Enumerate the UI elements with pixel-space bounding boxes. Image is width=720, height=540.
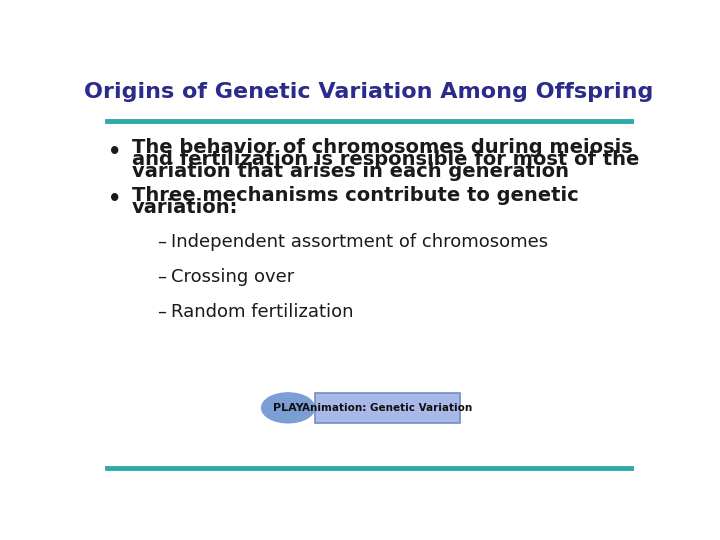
Text: Origins of Genetic Variation Among Offspring: Origins of Genetic Variation Among Offsp…: [84, 82, 654, 102]
Text: Independent assortment of chromosomes: Independent assortment of chromosomes: [171, 233, 548, 251]
Text: •: •: [109, 142, 122, 162]
Text: Crossing over: Crossing over: [171, 268, 294, 286]
Text: Three mechanisms contribute to genetic: Three mechanisms contribute to genetic: [132, 186, 579, 205]
Text: Random fertilization: Random fertilization: [171, 303, 354, 321]
FancyBboxPatch shape: [315, 393, 460, 423]
Text: Animation: Genetic Variation: Animation: Genetic Variation: [302, 403, 472, 413]
Text: The behavior of chromosomes during meiosis: The behavior of chromosomes during meios…: [132, 138, 633, 158]
Text: –: –: [157, 303, 166, 321]
Text: variation:: variation:: [132, 198, 238, 217]
Text: •: •: [109, 188, 122, 208]
Text: and fertilization is responsible for most of the: and fertilization is responsible for mos…: [132, 150, 639, 169]
Text: –: –: [157, 233, 166, 251]
Text: PLAY: PLAY: [273, 403, 303, 413]
Text: –: –: [157, 268, 166, 286]
Text: variation that arises in each generation: variation that arises in each generation: [132, 162, 569, 181]
Ellipse shape: [261, 393, 315, 423]
